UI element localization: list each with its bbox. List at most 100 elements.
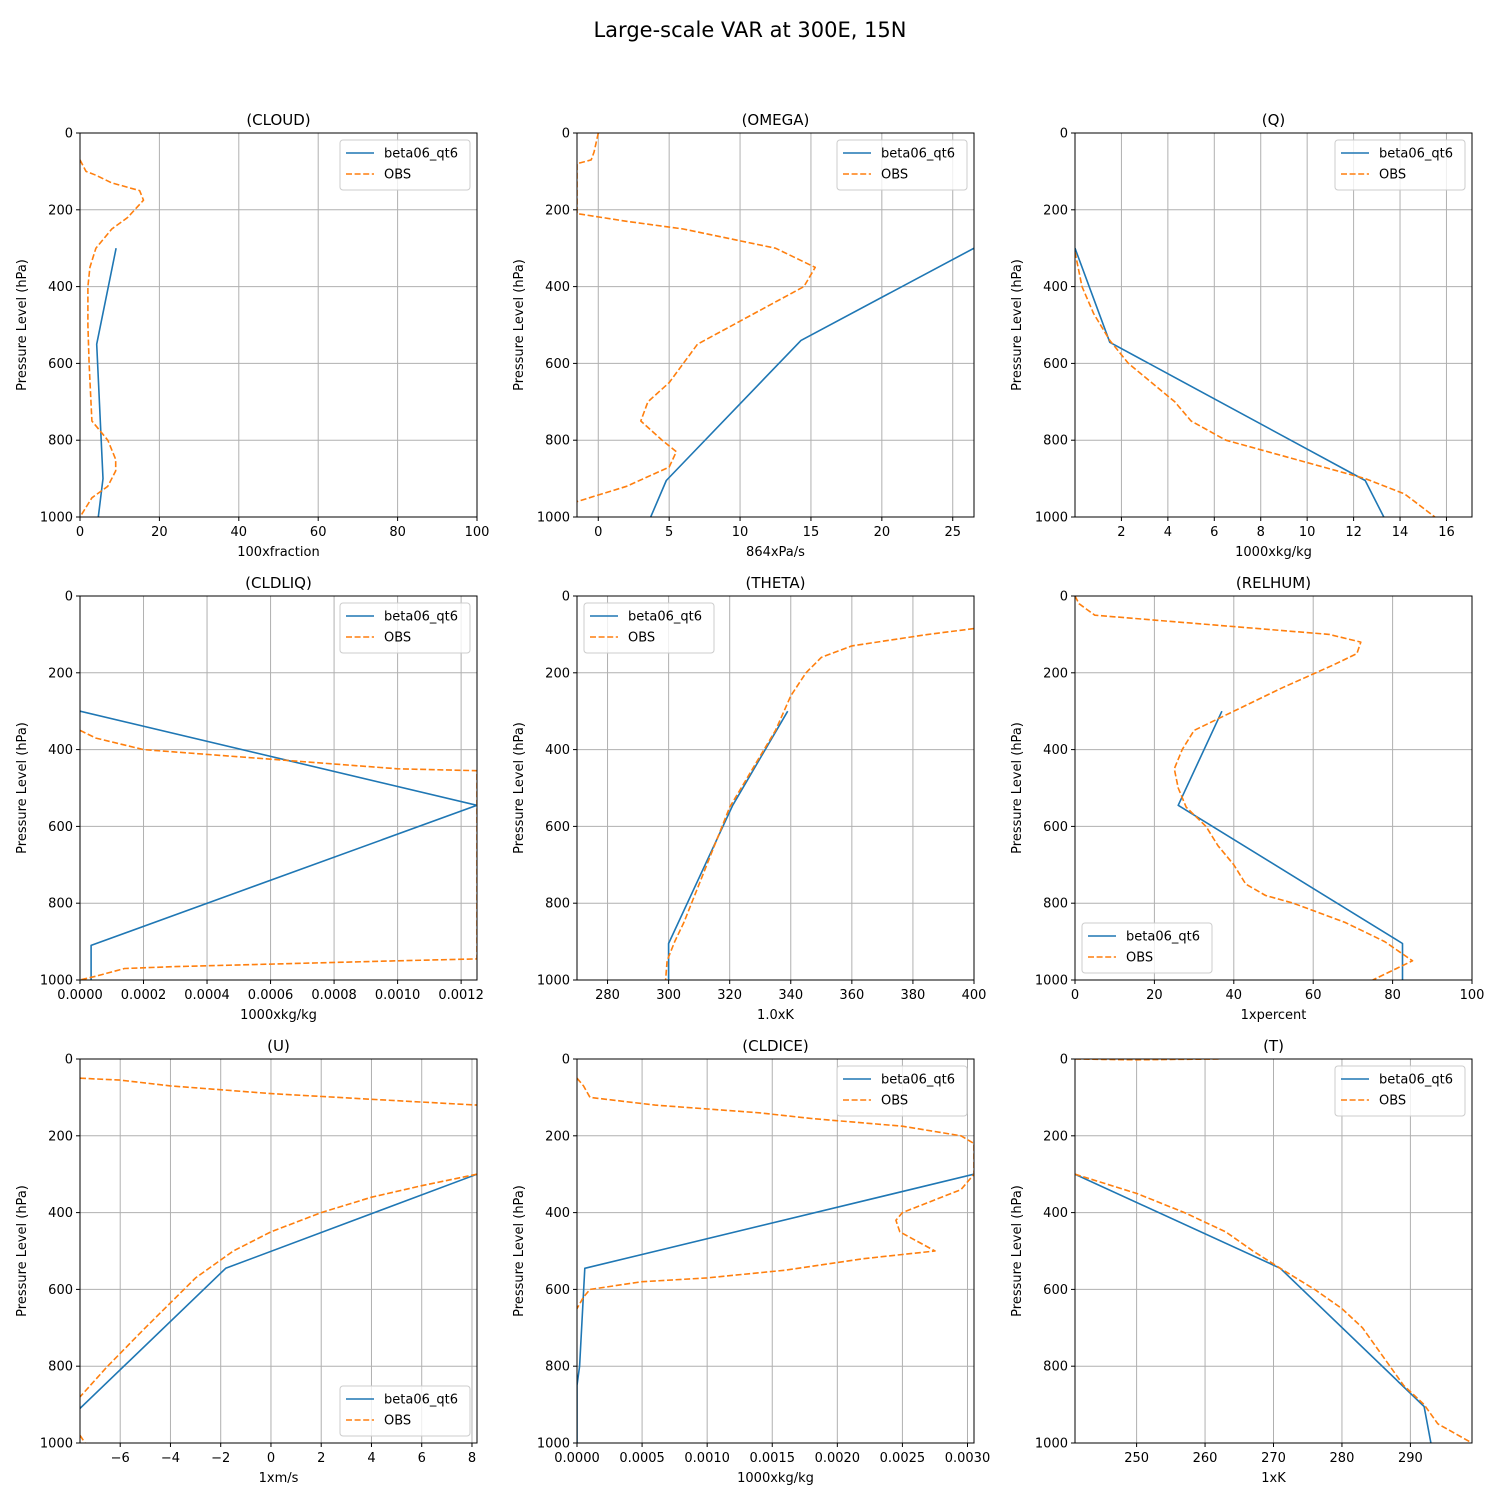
y-tick-label: 1000: [40, 511, 73, 526]
y-tick-label: 0: [1060, 590, 1068, 605]
x-tick-label: −4: [161, 1451, 180, 1466]
y-tick-label: 800: [545, 1360, 570, 1375]
y-tick-label: 0: [65, 127, 73, 142]
y-axis-label: Pressure Level (hPa): [512, 1185, 527, 1317]
x-tick-label: 2: [1117, 525, 1125, 540]
y-tick-label: 1000: [40, 974, 73, 989]
series-line-obs: [1075, 251, 1436, 517]
series-group: [664, 627, 974, 980]
y-tick-label: 800: [1043, 434, 1068, 449]
x-tick-label: 0.0004: [184, 988, 230, 1003]
x-tick-label: 0.0025: [880, 1451, 926, 1466]
x-tick-label: 0.0012: [438, 988, 484, 1003]
x-tick-label: 0.0010: [684, 1451, 730, 1466]
panel-title: (CLOUD): [246, 111, 310, 129]
y-tick-label: 0: [562, 127, 570, 142]
axes-frame: [1074, 132, 1473, 518]
x-tick-label: 360: [839, 988, 864, 1003]
legend-label: OBS: [1126, 951, 1153, 966]
panel-title: (U): [267, 1037, 290, 1055]
x-axis-label: 1000xkg/kg: [1235, 545, 1312, 560]
legend: beta06_qt6 OBS: [1081, 922, 1213, 974]
legend: beta06_qt6 OBS: [339, 602, 471, 654]
y-tick-label: 200: [545, 1129, 570, 1144]
legend-label: OBS: [628, 631, 655, 646]
x-tick-label: 6: [418, 1451, 426, 1466]
chart-panel-8: 0.0000 0.0005 0.0010 0.0015 0.0020 0.0025 0.00…: [512, 1037, 990, 1486]
y-tick-label: 400: [545, 743, 570, 758]
series-group: [577, 1077, 974, 1443]
axes-frame: [576, 1058, 975, 1444]
series-line-obs: [577, 133, 817, 503]
x-tick-label: 10: [732, 525, 749, 540]
y-tick-label: 400: [1043, 280, 1068, 295]
x-axis-label: 1000xkg/kg: [240, 1008, 317, 1023]
y-tick-label: 600: [545, 820, 570, 835]
y-tick-label: 1000: [537, 1437, 570, 1452]
y-tick-label: 600: [48, 1283, 73, 1298]
series-line-obs: [80, 159, 145, 517]
x-tick-label: 60: [310, 525, 327, 540]
y-tick-label: 200: [48, 203, 73, 218]
x-tick-label: 0: [267, 1451, 275, 1466]
x-tick-label: 20: [151, 525, 168, 540]
series-line-obs: [80, 1434, 86, 1443]
x-tick-label: 8: [468, 1451, 476, 1466]
axes-frame: [576, 595, 975, 981]
y-tick-label: 800: [1043, 897, 1068, 912]
chart-panel-7: −6 −4 −2 0 2 4 6 8 0 200 400 600 800 1000 (U) 1xm/s Pres…: [15, 1037, 478, 1486]
y-tick-label: 600: [1043, 357, 1068, 372]
series-group: [80, 710, 477, 980]
x-tick-label: 0.0030: [945, 1451, 991, 1466]
legend-label: OBS: [384, 1414, 411, 1429]
y-tick-label: 400: [48, 280, 73, 295]
y-tick-label: 800: [545, 897, 570, 912]
x-tick-label: 290: [1398, 1451, 1423, 1466]
y-tick-label: 0: [65, 1053, 73, 1068]
series-line-model: [1075, 247, 1385, 517]
y-tick-label: 1000: [1035, 511, 1068, 526]
y-tick-label: 1000: [1035, 1437, 1068, 1452]
chart-panel-2: 0 5 10 15 20 25 0 200 400 600 800 1000 (OMEGA) 864xPa…: [512, 111, 975, 560]
x-tick-label: 20: [1146, 988, 1163, 1003]
x-tick-label: 0.0015: [749, 1451, 795, 1466]
x-axis-label: 100xfraction: [237, 545, 319, 560]
x-tick-label: 0.0010: [375, 988, 421, 1003]
x-axis-label: 1xm/s: [259, 1471, 299, 1486]
y-tick-label: 1000: [1035, 974, 1068, 989]
y-tick-label: 600: [545, 357, 570, 372]
x-tick-label: 6: [1210, 525, 1218, 540]
legend: beta06_qt6 OBS: [836, 1065, 968, 1117]
axes-frame: [576, 132, 975, 518]
x-tick-label: 40: [231, 525, 248, 540]
series-line-model: [667, 710, 789, 980]
panel-title: (T): [1263, 1037, 1284, 1055]
legend: beta06_qt6 OBS: [1334, 139, 1466, 191]
series-group: [1075, 596, 1414, 980]
y-tick-label: 0: [65, 590, 73, 605]
x-tick-label: 260: [1193, 1451, 1218, 1466]
x-tick-label: 40: [1226, 988, 1243, 1003]
x-tick-label: 0: [1071, 988, 1079, 1003]
series-line-model: [1075, 1173, 1432, 1443]
y-tick-label: 800: [545, 434, 570, 449]
legend-label: beta06_qt6: [1379, 1073, 1453, 1088]
legend-label: beta06_qt6: [628, 610, 702, 625]
panel-title: (CLDICE): [742, 1037, 808, 1055]
x-tick-label: 300: [656, 988, 681, 1003]
y-tick-label: 200: [48, 1129, 73, 1144]
x-tick-label: 280: [1330, 1451, 1355, 1466]
series-line-obs: [664, 627, 974, 980]
y-tick-label: 600: [1043, 820, 1068, 835]
y-tick-label: 200: [48, 666, 73, 681]
x-tick-label: 0.0005: [619, 1451, 665, 1466]
legend-label: beta06_qt6: [384, 610, 458, 625]
x-tick-label: 400: [962, 988, 987, 1003]
panel-title: (THETA): [746, 574, 806, 592]
legend-label: OBS: [881, 1094, 908, 1109]
x-tick-label: 12: [1345, 525, 1362, 540]
legend-label: beta06_qt6: [1379, 147, 1453, 162]
y-tick-label: 800: [48, 897, 73, 912]
y-tick-label: 800: [1043, 1360, 1068, 1375]
x-tick-label: 0.0000: [57, 988, 103, 1003]
